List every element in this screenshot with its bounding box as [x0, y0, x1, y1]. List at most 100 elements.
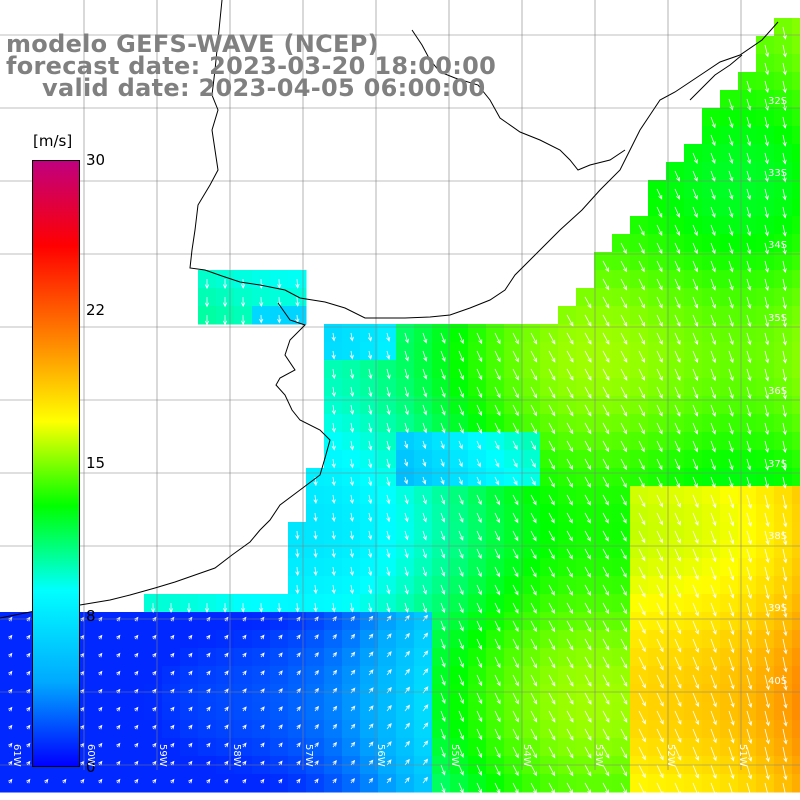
wind-cell: [180, 774, 199, 793]
wind-arrow: [8, 652, 13, 658]
wind-arrow: [620, 350, 628, 363]
wind-arrow: [349, 530, 354, 540]
wind-arrow: [710, 494, 717, 509]
wind-arrow: [422, 494, 427, 505]
wind-arrow: [26, 706, 31, 712]
wind-arrow: [656, 224, 663, 236]
wind-arrow: [350, 759, 356, 766]
wind-arrow: [296, 652, 301, 658]
wind-cell: [342, 612, 361, 631]
wind-arrow: [764, 170, 769, 183]
wind-arrow: [134, 652, 139, 658]
wind-arrow: [314, 669, 319, 676]
wind-arrow: [26, 778, 31, 784]
wind-arrow: [620, 530, 627, 542]
wind-cell: [252, 684, 271, 703]
wind-arrow: [674, 242, 681, 255]
wind-arrow: [404, 422, 409, 434]
wind-arrow: [440, 602, 446, 614]
wind-arrow: [476, 602, 482, 614]
wind-arrow: [674, 638, 682, 653]
wind-arrow: [404, 368, 409, 380]
wind-arrow: [638, 296, 645, 309]
wind-arrow: [242, 724, 247, 730]
wind-arrow: [728, 242, 734, 255]
wind-arrow: [386, 602, 391, 613]
wind-arrow: [692, 260, 698, 273]
wind-arrow: [440, 350, 446, 362]
wind-arrow: [296, 760, 301, 766]
wind-cell: [180, 738, 199, 757]
wind-arrow: [476, 512, 482, 524]
wind-arrow: [746, 494, 752, 509]
wind-cell: [792, 612, 800, 631]
wind-cell: [324, 630, 343, 649]
wind-cell: [18, 666, 37, 685]
wind-arrow: [584, 476, 591, 488]
wind-arrow: [638, 656, 646, 671]
wind-cell: [792, 684, 800, 703]
wind-arrow: [548, 584, 555, 596]
wind-arrow: [422, 458, 427, 467]
wind-arrow: [476, 530, 482, 542]
wind-arrow: [331, 548, 336, 558]
wind-arrow: [728, 422, 734, 435]
wind-arrow: [620, 404, 628, 417]
wind-arrow: [602, 404, 610, 417]
wind-arrow: [458, 404, 464, 416]
wind-arrow: [674, 314, 681, 327]
wind-arrow: [458, 674, 464, 687]
wind-cell: [360, 612, 379, 631]
wind-arrow: [638, 566, 646, 580]
wind-cell: [144, 648, 163, 667]
wind-arrow: [242, 706, 247, 712]
wind-cell: [792, 648, 800, 667]
wind-cell: [198, 738, 217, 757]
wind-cell: [360, 702, 379, 721]
wind-arrow: [494, 476, 500, 486]
wind-arrow: [188, 778, 193, 784]
wind-arrow: [638, 602, 646, 616]
wind-arrow: [494, 422, 501, 435]
wind-arrow: [674, 746, 682, 761]
wind-arrow: [584, 494, 591, 506]
wind-arrow: [566, 764, 574, 777]
wind-arrow: [512, 746, 519, 759]
wind-arrow: [548, 458, 555, 470]
wind-arrow: [476, 476, 481, 486]
wind-arrow: [674, 350, 681, 364]
wind-arrow: [782, 134, 787, 147]
wind-arrow: [422, 632, 429, 640]
wind-arrow: [404, 548, 409, 559]
wind-cell: [126, 666, 145, 685]
wind-arrow: [440, 710, 446, 722]
wind-cell: [288, 684, 307, 703]
wind-cell: [234, 666, 253, 685]
wind-arrow: [638, 332, 645, 345]
wind-cell: [18, 774, 37, 793]
wind-arrow: [458, 368, 464, 381]
wind-cell: [18, 684, 37, 703]
wind-arrow: [674, 764, 682, 779]
wind-arrow: [494, 602, 501, 614]
wind-arrow: [674, 188, 680, 200]
wind-arrow: [602, 710, 610, 723]
wind-cell: [324, 612, 343, 631]
wind-arrow: [746, 710, 753, 727]
wind-arrow: [566, 494, 573, 506]
wind-arrow: [566, 512, 573, 524]
wind-cell: [414, 648, 433, 667]
wind-arrow: [440, 458, 445, 468]
wind-arrow: [746, 782, 753, 798]
wind-arrow: [710, 242, 716, 255]
wind-arrow: [314, 778, 319, 784]
wind-arrow: [692, 566, 699, 581]
wind-arrow: [242, 742, 247, 748]
wind-cell: [360, 648, 379, 667]
wind-arrow: [764, 404, 770, 418]
wind-arrow: [728, 782, 735, 798]
wind-arrow: [170, 742, 175, 748]
wind-arrow: [440, 512, 446, 523]
wind-arrow: [656, 188, 663, 200]
wind-arrow: [422, 440, 427, 450]
